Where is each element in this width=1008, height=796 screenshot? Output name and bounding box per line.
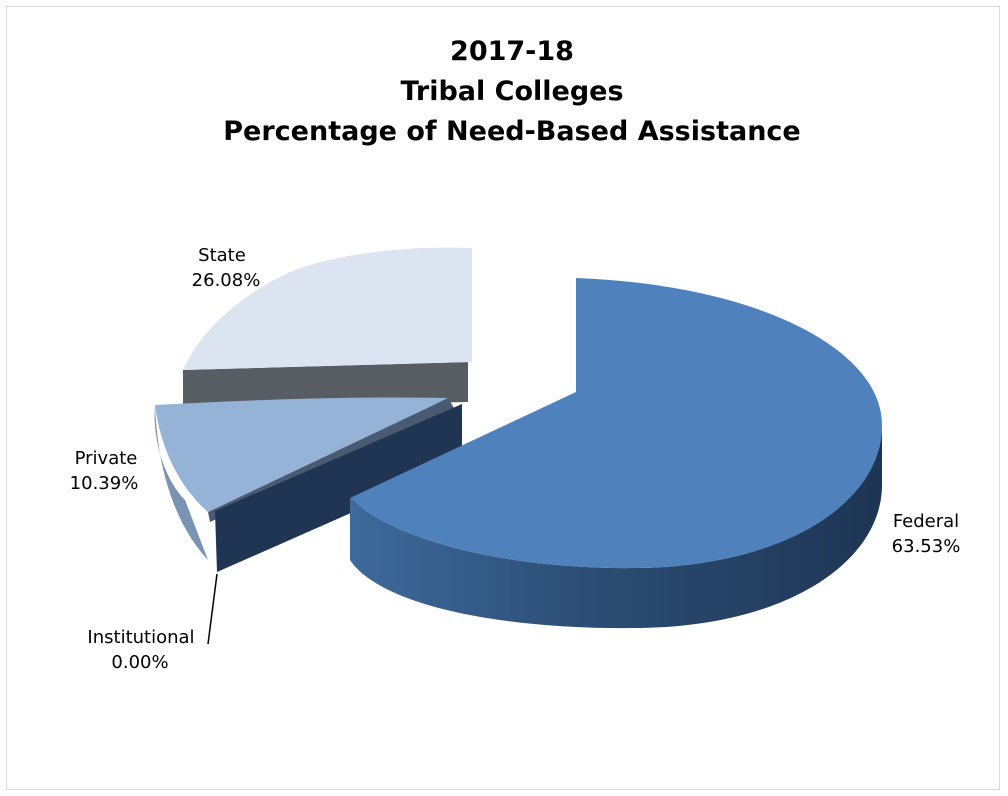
pie-slice-institutional xyxy=(215,404,462,572)
pie-slice-state-face xyxy=(183,247,472,370)
label-state-name: State xyxy=(198,245,246,266)
label-private-name: Private xyxy=(75,448,138,469)
title-line-2: Tribal Colleges xyxy=(400,76,623,107)
pie-slice-private-face xyxy=(155,397,448,512)
label-state-value: 26.08% xyxy=(192,270,261,291)
label-private-value: 10.39% xyxy=(70,473,139,494)
chart-title: 2017-18 Tribal Colleges Percentage of Ne… xyxy=(223,36,801,147)
slice-labels: State 26.08% Private 10.39% Institutiona… xyxy=(70,245,961,673)
title-line-1: 2017-18 xyxy=(450,36,574,67)
label-federal-name: Federal xyxy=(893,511,959,532)
label-institutional-value: 0.00% xyxy=(111,652,168,673)
pie-slice-institutional-side xyxy=(215,404,462,572)
pie-slice-state-side xyxy=(183,362,468,408)
label-federal-value: 63.53% xyxy=(892,536,961,557)
pie-slice-state xyxy=(183,247,472,408)
title-line-3: Percentage of Need-Based Assistance xyxy=(223,116,801,147)
pie-slice-federal-face xyxy=(350,278,882,569)
label-institutional-name: Institutional xyxy=(87,627,194,648)
pie-slice-federal-side xyxy=(350,425,882,629)
pie-slice-federal xyxy=(350,278,882,629)
institutional-leader-line xyxy=(207,573,218,645)
